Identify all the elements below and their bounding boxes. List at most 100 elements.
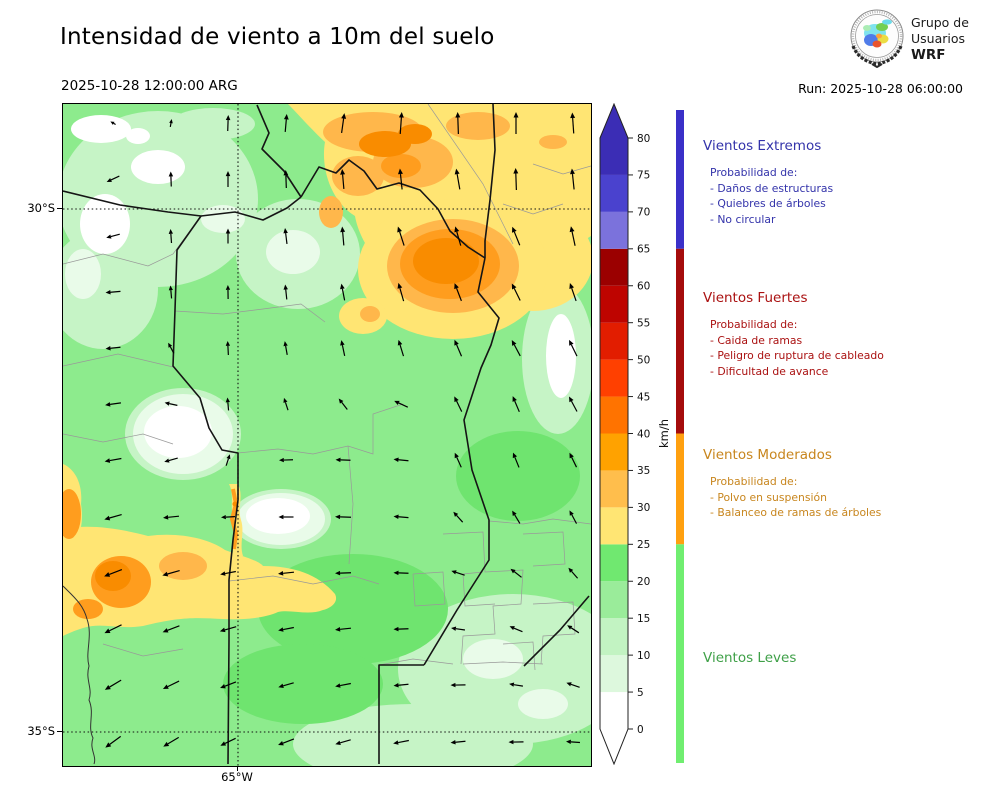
wind-arrow-head (570, 168, 575, 175)
wind-arrow-shaft (113, 122, 116, 126)
wind-arrow-head (340, 226, 346, 233)
wind-arrow-head (393, 514, 399, 519)
wind-arrow-head (398, 112, 404, 118)
wind-arrow-head (279, 457, 284, 463)
run-time-label: Run: 2025-10-28 06:00:00 (798, 81, 963, 96)
wind-arrow-head (105, 402, 111, 407)
wind-arrow-head (335, 683, 341, 688)
wind-arrow-shaft (342, 174, 345, 190)
wind-arrow-head (340, 169, 346, 175)
wind-intensity-map (63, 104, 591, 766)
wind-arrow-head (169, 119, 173, 124)
wind-arrow-shaft (284, 119, 287, 133)
wind-arrow-head (569, 396, 574, 403)
wind-arrow-head (454, 396, 459, 403)
legend-title: Vientos Moderados (703, 447, 832, 463)
wind-arrow-shaft (341, 401, 348, 410)
legend-item: - Balanceo de ramas de árboles (710, 506, 882, 520)
wind-arrow-head (225, 115, 231, 121)
wind-arrow-shaft (571, 287, 577, 302)
colorbar-segment (600, 544, 628, 582)
colorbar-tick-label: 30 (637, 502, 650, 514)
legend-item: - Quiebres de árboles (710, 197, 826, 211)
wind-arrow-head (397, 339, 403, 346)
wind-arrow-head (512, 452, 518, 459)
wind-arrow-head (512, 226, 517, 233)
wind-arrow-shaft (570, 741, 581, 744)
colorbar-segment (600, 211, 628, 249)
wind-arrow-head (567, 625, 573, 630)
legend-item: - Caida de ramas (710, 333, 803, 347)
wind-arrow-shaft (109, 679, 122, 688)
wind-arrow-head (283, 397, 288, 403)
wind-arrow-shaft (571, 231, 576, 246)
wind-arrow-head (278, 627, 284, 632)
wind-arrow-head (283, 170, 289, 176)
wind-arrow-shaft (169, 403, 178, 406)
page-title: Intensidad de viento a 10m del suelo (60, 24, 495, 50)
wind-arrow-head (163, 515, 169, 520)
colorbar-segment (600, 692, 628, 729)
legend-body: Probabilidad de: - Polvo en suspensión - B… (703, 474, 995, 521)
wind-arrow-head (104, 628, 111, 634)
colorbar-tick-label: 65 (637, 244, 650, 256)
wind-arrow-shaft (340, 627, 352, 630)
wind-arrow-shaft (399, 344, 405, 357)
wind-arrow-shaft (167, 569, 180, 575)
wind-arrow-shaft (224, 737, 236, 744)
colorbar-segment (600, 396, 628, 434)
legend-title: Vientos Leves (703, 650, 797, 666)
wind-arrow-shaft (399, 117, 402, 135)
map-panel (62, 103, 592, 767)
colorbar-segment (600, 248, 628, 286)
wind-arrow-head (335, 570, 341, 576)
legend-vientos-fuertes: Vientos Fuertes Probabilidad de: - Caida … (703, 290, 995, 379)
colorbar-tick-label: 40 (637, 428, 650, 440)
wind-arrow-shaft (456, 344, 463, 357)
wind-arrow-head (570, 112, 576, 119)
wind-arrow-head (393, 740, 399, 745)
wind-arrow-head (512, 396, 517, 402)
wind-arrow-shaft (224, 681, 237, 687)
wind-arrow-head (340, 283, 345, 290)
legend-body: Probabilidad de: - Caida de ramas - Peligr… (703, 317, 995, 379)
legend-intro: Probabilidad de: (710, 166, 798, 179)
wind-arrow-head (278, 571, 284, 576)
wind-arrow-head (104, 572, 111, 577)
wind-arrow-shaft (110, 290, 121, 293)
wind-arrow-shaft (456, 173, 461, 190)
wind-arrow-head (569, 510, 574, 516)
wind-arrow-head (105, 346, 111, 351)
colorbar-tick-label: 80 (637, 133, 650, 145)
wind-arrow-head (454, 226, 460, 233)
colorbar-segment (600, 285, 628, 323)
wind-arrow-head (513, 168, 519, 174)
wind-arrow-head (106, 234, 112, 239)
wind-arrow-head (569, 452, 574, 459)
wind-arrow-shaft (570, 400, 578, 412)
wind-arrow-shaft (513, 231, 521, 246)
wind-arrow-head (509, 682, 515, 687)
colorbar-segment (600, 507, 628, 545)
wind-arrow-shaft (169, 346, 175, 354)
colorbar-segment (600, 359, 628, 397)
wind-arrow-shaft (571, 457, 578, 468)
category-bar (676, 110, 684, 763)
wind-arrow-head (168, 285, 173, 291)
wind-arrow-shaft (398, 739, 409, 744)
wind-arrow-shaft (283, 571, 295, 574)
wind-arrow-head (393, 457, 399, 462)
logo-line-2: Usuarios (911, 31, 966, 46)
legend-item: - Dificultad de avance (710, 364, 829, 378)
wind-arrow-shaft (169, 122, 172, 128)
wind-arrow-head (569, 339, 574, 346)
wind-arrow-head (225, 171, 231, 177)
wind-arrow-shaft (109, 513, 122, 519)
wind-arrow-shaft (284, 402, 289, 411)
graticule-lines (63, 104, 591, 766)
wind-arrow-shaft (399, 231, 405, 246)
wind-arrow-shaft (455, 628, 466, 631)
wind-arrow-head (451, 626, 457, 631)
colorbar-tick-label: 35 (637, 465, 650, 477)
wind-arrow-head (338, 398, 344, 404)
